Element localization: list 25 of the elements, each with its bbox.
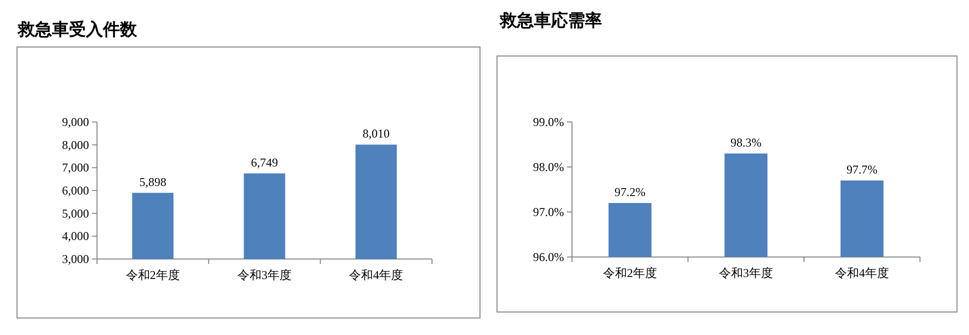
data-label: 6,749 [251, 155, 278, 170]
chart-title: 救急車応需率 [499, 11, 602, 30]
x-tick-label: 令和4年度 [835, 266, 889, 280]
x-tick-label: 令和4年度 [349, 268, 404, 282]
data-label: 97.7% [846, 162, 878, 176]
y-tick-label: 3,000 [62, 252, 89, 266]
x-tick-label: 令和2年度 [126, 268, 180, 282]
y-tick-label: 7,000 [62, 160, 89, 175]
data-label: 98.3% [730, 136, 762, 150]
x-tick-label: 令和3年度 [719, 266, 773, 280]
data-label: 97.2% [614, 185, 646, 199]
y-tick-label: 4,000 [62, 229, 89, 244]
y-tick-label: 96.0% [533, 250, 564, 264]
y-tick-label: 9,000 [62, 115, 89, 129]
chart-title: 救急車受入件数 [17, 20, 138, 39]
x-tick-label: 令和3年度 [238, 268, 292, 282]
y-tick-label: 5,000 [62, 206, 89, 220]
y-tick-label: 98.0% [533, 160, 564, 174]
y-tick-label: 99.0% [533, 115, 564, 129]
data-label: 5,898 [139, 174, 166, 189]
y-tick-label: 97.0% [533, 205, 564, 219]
data-label: 8,010 [362, 126, 390, 141]
y-tick-label: 8,000 [62, 138, 89, 152]
y-tick-label: 6,000 [62, 184, 89, 198]
x-tick-label: 令和2年度 [603, 266, 657, 280]
